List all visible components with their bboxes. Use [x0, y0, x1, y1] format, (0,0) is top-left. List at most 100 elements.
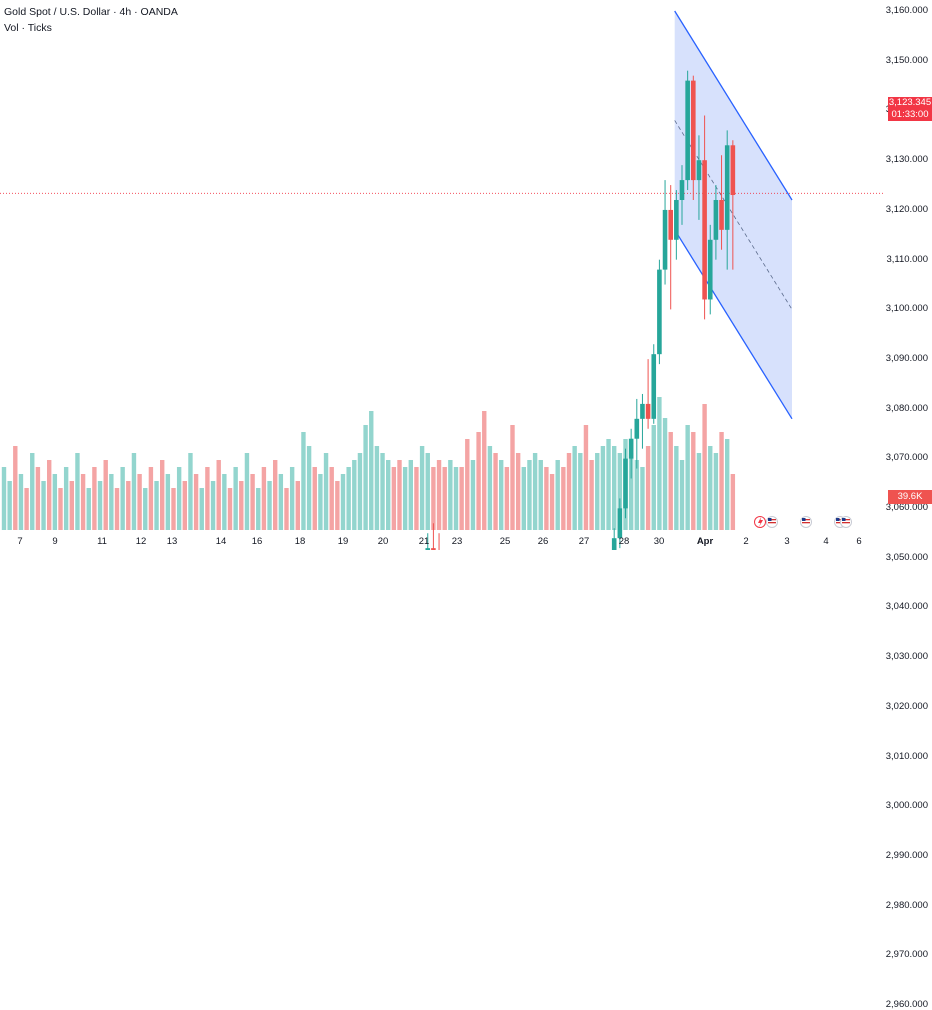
symbol-title[interactable]: Gold Spot / U.S. Dollar · 4h · OANDA	[4, 6, 178, 18]
volume-bar	[600, 446, 606, 530]
candle-body	[617, 508, 623, 539]
volume-bar	[453, 467, 459, 530]
volume-bar	[210, 481, 216, 530]
time-tick-label: 28	[618, 536, 630, 547]
current-price-badge: 3,123.345 01:33:00	[888, 97, 932, 121]
volume-bar	[487, 446, 493, 530]
volume-bar	[120, 467, 125, 530]
volume-bar	[188, 453, 193, 530]
candle-body	[662, 209, 668, 270]
volume-bar	[278, 474, 284, 530]
volume-bar	[521, 467, 526, 530]
time-tick-label: Apr	[696, 536, 714, 547]
volume-bar	[657, 397, 662, 530]
volume-badge: 39.6K	[888, 490, 932, 504]
volume-bar	[80, 474, 86, 530]
volume-bar	[510, 425, 515, 530]
volume-bar	[595, 453, 600, 530]
volume-bar	[696, 453, 702, 530]
volume-bar	[549, 474, 555, 530]
volume-indicator-label[interactable]: Vol · Ticks	[4, 22, 52, 34]
candle-body	[645, 403, 651, 419]
price-tick-label: 3,040.000	[885, 601, 928, 613]
volume-bar	[1, 467, 7, 530]
time-tick-label: 11	[97, 536, 107, 547]
time-tick-label: 16	[251, 536, 263, 547]
volume-bar	[63, 467, 69, 530]
candle-body	[623, 458, 628, 509]
volume-bar	[532, 453, 538, 530]
time-tick-label: 18	[294, 536, 306, 547]
volume-bar	[391, 467, 397, 530]
price-tick-label: 3,110.000	[886, 253, 928, 265]
volume-bar	[30, 453, 35, 530]
flag-canton	[836, 518, 840, 521]
chart-legend: Gold Spot / U.S. Dollar · 4h · OANDA Vol…	[4, 4, 178, 36]
volume-bar	[702, 404, 707, 530]
volume-bar	[589, 460, 594, 530]
current-price-value: 3,123.345	[888, 97, 932, 108]
price-tick-label: 3,100.000	[885, 303, 928, 315]
volume-bar	[448, 460, 453, 530]
time-tick-label: 21	[418, 536, 430, 547]
volume-bar	[18, 474, 24, 530]
volume-bar	[612, 446, 617, 530]
price-tick-label: 3,070.000	[885, 452, 928, 464]
price-tick-label: 3,000.000	[885, 800, 928, 812]
volume-bar	[578, 453, 583, 530]
volume-bar	[69, 481, 74, 530]
volume-bar	[222, 474, 227, 530]
channel-upper-line	[674, 10, 793, 201]
time-tick-label: 9	[52, 536, 58, 547]
volume-bar	[335, 481, 340, 530]
volume-bar	[583, 425, 589, 530]
volume-bar	[414, 467, 419, 530]
volume-bar	[369, 411, 374, 530]
volume-bar	[256, 488, 261, 530]
time-tick-label: 25	[499, 536, 511, 547]
volume-bar	[380, 453, 385, 530]
volume-bar	[431, 467, 436, 530]
volume-bar	[515, 453, 521, 530]
bar-countdown: 01:33:00	[891, 109, 929, 120]
price-tick-label: 3,160.000	[885, 5, 928, 16]
volume-bar	[419, 446, 425, 530]
candle-body	[657, 269, 662, 355]
flag-stripe	[836, 522, 844, 524]
volume-bar	[363, 425, 368, 530]
time-tick-label: 19	[337, 536, 349, 547]
volume-bar	[634, 460, 639, 530]
candle-body	[719, 199, 724, 230]
volume-bar	[374, 446, 380, 530]
time-tick-label: 26	[537, 536, 549, 547]
volume-bar	[295, 481, 300, 530]
volume-bar	[24, 488, 29, 530]
flag-stripe	[842, 519, 850, 521]
volume-bar	[402, 467, 408, 530]
candle-body	[713, 199, 719, 240]
volume-bar	[312, 467, 317, 530]
price-tick-label: 2,980.000	[885, 899, 928, 911]
candle-body	[696, 160, 702, 181]
chart-canvas[interactable]	[0, 0, 932, 932]
volume-bar	[176, 467, 182, 530]
volume-bar	[7, 481, 12, 530]
volume-bar	[555, 460, 560, 530]
volume-bar	[397, 460, 402, 530]
candle-body	[674, 199, 679, 240]
time-tick-label: 27	[578, 536, 590, 547]
price-tick-label: 3,060.000	[885, 502, 928, 513]
volume-bar	[323, 453, 329, 530]
price-tick-label: 3,050.000	[885, 551, 928, 563]
candle-body	[679, 180, 685, 200]
volume-bar	[606, 439, 611, 530]
volume-bar	[13, 446, 18, 530]
volume-bar	[340, 474, 346, 530]
volume-bar	[425, 453, 430, 530]
volume-bar	[346, 467, 351, 530]
candle-body	[685, 80, 690, 181]
volume-bar	[109, 474, 114, 530]
time-tick-label: 4	[823, 536, 829, 547]
volume-bar	[674, 446, 679, 530]
